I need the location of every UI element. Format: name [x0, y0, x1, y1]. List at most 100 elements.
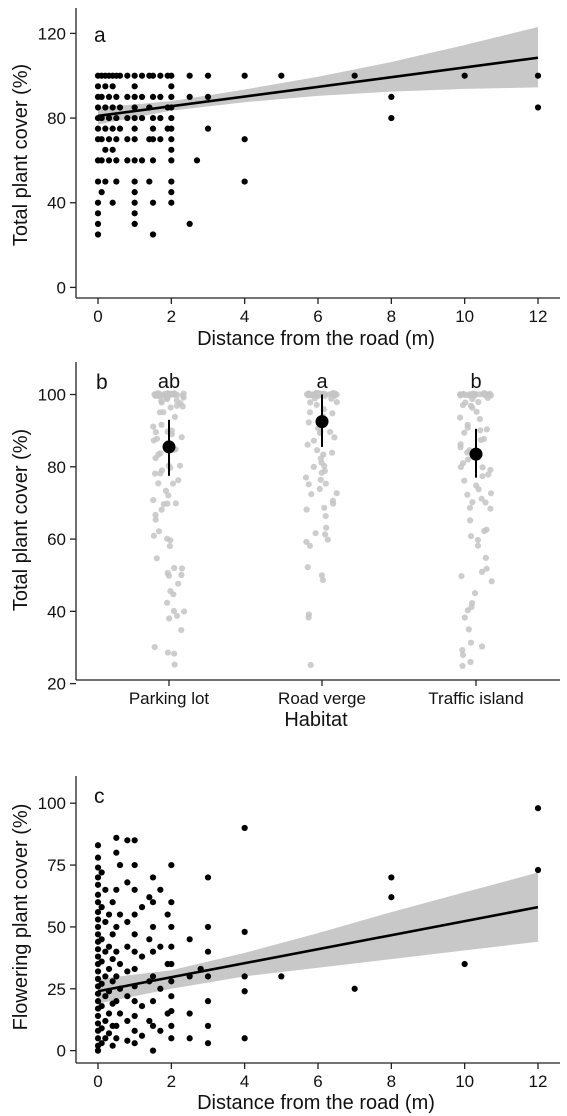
panel-c-data-point — [113, 923, 120, 931]
panel-a-data-point — [131, 93, 138, 101]
panel-a-data-point — [168, 125, 175, 132]
panel-b-data-point — [310, 463, 317, 470]
panel-c-data-point — [157, 1027, 164, 1034]
panel-b-data-point — [156, 409, 163, 416]
panel-b-y-tick-label: 40 — [47, 602, 66, 621]
panel-c-data-point — [131, 911, 138, 918]
panel-a-data-point — [534, 104, 542, 111]
panel-a-data-point — [124, 157, 131, 164]
panel-b-data-point — [482, 499, 489, 506]
panel-b-data-point — [303, 506, 310, 513]
panel-b-data-point — [164, 599, 171, 606]
panel-b-data-point — [152, 455, 159, 462]
panel-b-data-point — [479, 473, 486, 480]
panel-c-data-point — [388, 894, 395, 901]
panel-b-data-point — [322, 531, 329, 538]
panel-c-data-point — [124, 943, 131, 950]
panel-a-data-point — [94, 199, 102, 206]
panel-b-data-point — [175, 580, 182, 587]
panel-b-tag: b — [96, 371, 108, 394]
panel-c-data-point — [138, 953, 146, 960]
panel-a-data-point — [98, 157, 105, 164]
panel-c-data-point — [149, 998, 157, 1005]
panel-b-data-point — [329, 449, 336, 456]
panel-b-significance-letter: a — [316, 371, 328, 393]
panel-a-y-tick-label: 40 — [47, 194, 66, 213]
panel-c-y-tick-label: 25 — [47, 980, 66, 999]
panel-a-data-point — [204, 72, 212, 79]
panel-b-y-tick-label: 80 — [47, 458, 66, 477]
panel-c-x-tick-label: 4 — [240, 1072, 249, 1091]
panel-b-data-point — [170, 591, 177, 598]
panel-b-data-point — [488, 578, 495, 585]
panel-b-data-point — [487, 466, 494, 473]
panel-c-y-ticks: 0 25 50 75 100 — [38, 794, 76, 1061]
panel-b-data-point — [151, 391, 158, 398]
panel-c-data-point — [146, 894, 153, 901]
panel-b-data-point — [467, 639, 474, 646]
panel-b-data-point — [476, 416, 483, 423]
panel-c-data-point — [98, 904, 105, 911]
panel-b-data-point — [467, 533, 475, 540]
panel-a-data-point — [131, 189, 138, 196]
panel-b-data-point — [461, 614, 468, 621]
panel-b-data-point — [469, 499, 476, 506]
panel-c-data-point — [138, 1032, 146, 1039]
panel-c-data-point — [131, 1012, 138, 1020]
panel-c-data-point — [113, 1035, 120, 1042]
panel-a-data-point — [168, 157, 175, 164]
panel-a-data-point — [168, 114, 175, 122]
panel-b-data-point — [485, 471, 492, 478]
panel-c-data-point — [149, 973, 157, 980]
panel-c-data-point — [149, 1022, 157, 1029]
panel-c-data-point — [204, 1022, 212, 1029]
panel-a-data-point — [94, 104, 102, 111]
panel-a-x-tick-label: 12 — [529, 307, 548, 326]
panel-c-x-ticks: 0 2 4 6 8 10 12 — [93, 1063, 547, 1091]
panel-b-data-point — [150, 423, 157, 430]
panel-c-data-point — [131, 965, 138, 973]
panel-c-data-point — [109, 899, 116, 906]
panel-c-data-point — [534, 866, 542, 874]
panel-b-data-point — [304, 441, 311, 448]
panel-a-data-point — [193, 157, 201, 164]
panel-b-data-point — [157, 470, 164, 477]
panel-b-data-point — [164, 390, 171, 397]
panel-b-data-point — [164, 649, 171, 656]
panel-c-data-point — [149, 948, 157, 955]
panel-a-tag: a — [94, 24, 106, 47]
panel-c-data-point — [168, 1035, 175, 1042]
panel-c-y-tick-label: 75 — [47, 856, 66, 875]
panel-b-y-ticks: 20 40 60 80 100 — [38, 386, 76, 694]
panel-c-data-point — [94, 953, 102, 960]
panel-b-data-point — [172, 500, 179, 507]
panel-c-data-point — [131, 998, 138, 1005]
panel-b-data-point — [152, 516, 159, 523]
panel-b-data-point — [167, 404, 174, 411]
panel-c-data-point — [113, 948, 120, 955]
panel-a-data-point — [186, 72, 193, 79]
panel-c-data-point — [94, 931, 102, 938]
panel-c-x-tick-label: 8 — [387, 1072, 396, 1091]
panel-b-data-point — [150, 532, 157, 539]
panel-b-data-point — [178, 434, 185, 441]
panel-b-data-point — [171, 661, 178, 668]
panel-b-data-point — [464, 491, 471, 498]
panel-b-data-point — [464, 607, 471, 614]
panel-b-data-point — [306, 542, 313, 549]
panel-b-data-point — [178, 627, 185, 634]
panel-b-y-tick-label: 20 — [47, 675, 66, 694]
panel-a-data-point — [124, 114, 131, 122]
panel-a-fit — [97, 56, 539, 118]
panel-b-data-point — [322, 480, 329, 487]
panel-a-data-point — [102, 178, 109, 185]
panel-c-data-point — [241, 824, 248, 832]
panel-b-data-point — [317, 476, 324, 483]
panel-a-data-point — [186, 93, 193, 101]
panel-b-data-point — [467, 658, 474, 666]
panel-b-data-point — [305, 481, 312, 488]
panel-b-data-point — [305, 614, 312, 621]
panel-c-data-point — [105, 965, 113, 973]
panel-a-data-point — [131, 178, 138, 185]
panel-b-data-point — [165, 572, 172, 579]
